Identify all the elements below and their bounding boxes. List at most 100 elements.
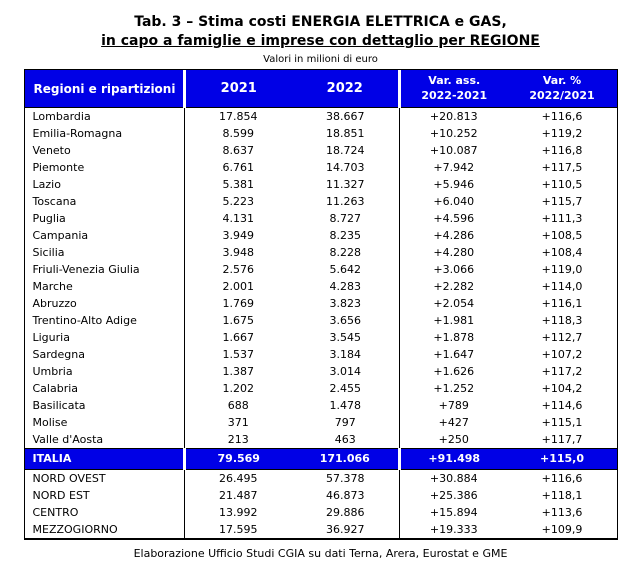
value-var-pct: +119,2 [541,127,583,140]
value-2022: 1.478 [329,399,362,412]
value-2022: 4.283 [329,280,362,293]
value-2022: 3.014 [329,365,362,378]
value-var-pct: +114,6 [541,399,583,412]
table-row: Lombardia 17.854 38.667 +20.813 +116,6 [25,107,617,125]
value-var-ass: +19.333 [399,521,508,538]
value-var-ass: +1.878 [399,329,508,346]
value-var-ass: +2.054 [399,295,508,312]
value-2022: 36.927 [326,523,365,536]
column-header-2022: 2022 [291,70,400,108]
value-2021: 688 [184,397,292,414]
value-var-pct: +112,7 [541,331,583,344]
area-row: NORD OVEST 26.495 57.378 +30.884 +116,6 [25,469,617,487]
table-row: Marche 2.001 4.283 +2.282 +114,0 [25,278,617,295]
value-var-pct: +117,5 [541,161,583,174]
value-2022: 8.228 [329,246,362,259]
value-var-ass: +1.647 [399,346,508,363]
column-header-var-pct: Var. % 2022/2021 [507,70,617,108]
value-var-pct: +117,7 [541,433,583,446]
value-var-pct: +113,6 [541,506,583,519]
row-name: Sicilia [32,246,65,259]
value-2021: 5.223 [184,193,292,210]
value-var-pct: +108,4 [541,246,583,259]
value-var-ass: +4.286 [399,227,508,244]
value-var-pct: +114,0 [541,280,583,293]
value-2022: 46.873 [326,489,365,502]
table-row: Liguria 1.667 3.545 +1.878 +112,7 [25,329,617,346]
value-var-ass: +15.894 [399,504,508,521]
data-table: Regioni e ripartizioni 2021 2022 Var. as… [23,69,618,540]
value-var-pct: +111,3 [541,212,583,225]
title-line-1: Tab. 3 – Stima costi ENERGIA ELETTRICA e… [134,14,507,30]
value-2022: 463 [334,433,356,446]
table-row: Sardegna 1.537 3.184 +1.647 +107,2 [25,346,617,363]
value-2021: 1.675 [184,312,292,329]
table-body: Lombardia 17.854 38.667 +20.813 +116,6 Emilia… [24,107,617,538]
row-name: NORD EST [32,489,90,502]
value-2021: 1.202 [184,380,292,397]
value-var-ass: +4.280 [399,244,508,261]
row-name: Valle d'Aosta [32,433,104,446]
value-var-pct: +118,3 [541,314,583,327]
table-subtitle: Valori in milioni di euro [263,54,378,65]
value-var-ass: +10.087 [399,142,508,159]
row-name: Calabria [32,382,79,395]
value-2021: 13.992 [184,504,292,521]
value-2022: 14.703 [326,161,365,174]
value-2021: 2.576 [184,261,292,278]
table-row: Abruzzo 1.769 3.823 +2.054 +116,1 [25,295,617,312]
value-var-ass: +1.252 [399,380,508,397]
value-var-pct: +116,6 [541,472,583,485]
value-2021: 6.761 [184,159,292,176]
value-2022: 11.263 [326,195,365,208]
value-var-pct: +107,2 [541,348,583,361]
header-row: Regioni e ripartizioni 2021 2022 Var. as… [24,70,617,108]
value-2022: 5.642 [329,263,362,276]
value-2022: 57.378 [326,472,365,485]
value-var-ass: +91.498 [398,448,508,470]
value-2021: 213 [184,431,292,449]
value-var-ass: +20.813 [399,107,508,125]
column-header-var-ass: Var. ass. 2022-2021 [398,70,508,108]
row-name: Puglia [32,212,66,225]
value-var-ass: +1.981 [399,312,508,329]
value-2022: 3.656 [329,314,362,327]
table-row: Molise 371 797 +427 +115,1 [25,414,617,431]
value-var-ass: +10.252 [399,125,508,142]
value-var-pct: +108,5 [541,229,583,242]
value-2021: 3.949 [184,227,292,244]
value-var-pct: +117,2 [541,365,583,378]
table-row: Emilia-Romagna 8.599 18.851 +10.252 +119,2 [25,125,617,142]
value-2021: 26.495 [184,469,292,487]
value-var-ass: +5.946 [399,176,508,193]
table-row: Toscana 5.223 11.263 +6.040 +115,7 [25,193,617,210]
value-2021: 21.487 [184,487,292,504]
value-2021: 371 [184,414,292,431]
value-var-pct: +115,7 [541,195,583,208]
table-row: Basilicata 688 1.478 +789 +114,6 [25,397,617,414]
value-2021: 8.599 [184,125,292,142]
value-var-pct: +116,6 [541,110,583,123]
value-2022: 3.545 [329,331,362,344]
row-name: Abruzzo [32,297,77,310]
table-row: Valle d'Aosta 213 463 +250 +117,7 [25,431,617,449]
value-2021: 3.948 [184,244,292,261]
row-name: Liguria [32,331,70,344]
table-row: Veneto 8.637 18.724 +10.087 +116,8 [25,142,617,159]
value-var-pct: +115,0 [507,448,617,470]
value-var-ass: +3.066 [399,261,508,278]
row-name: CENTRO [32,506,79,519]
value-2021: 17.854 [184,107,292,125]
value-2022: 2.455 [329,382,362,395]
column-header-regions: Regioni e ripartizioni [24,70,185,108]
value-var-ass: +4.596 [399,210,508,227]
area-row: MEZZOGIORNO 17.595 36.927 +19.333 +109,9 [25,521,617,538]
value-var-pct: +116,8 [541,144,583,157]
value-2021: 1.667 [184,329,292,346]
table-row: Umbria 1.387 3.014 +1.626 +117,2 [25,363,617,380]
table-row: Friuli-Venezia Giulia 2.576 5.642 +3.066 +11… [25,261,617,278]
row-name: NORD OVEST [32,472,106,485]
value-var-ass: +789 [399,397,508,414]
value-2022: 171.066 [291,448,400,470]
value-2022: 8.727 [329,212,362,225]
